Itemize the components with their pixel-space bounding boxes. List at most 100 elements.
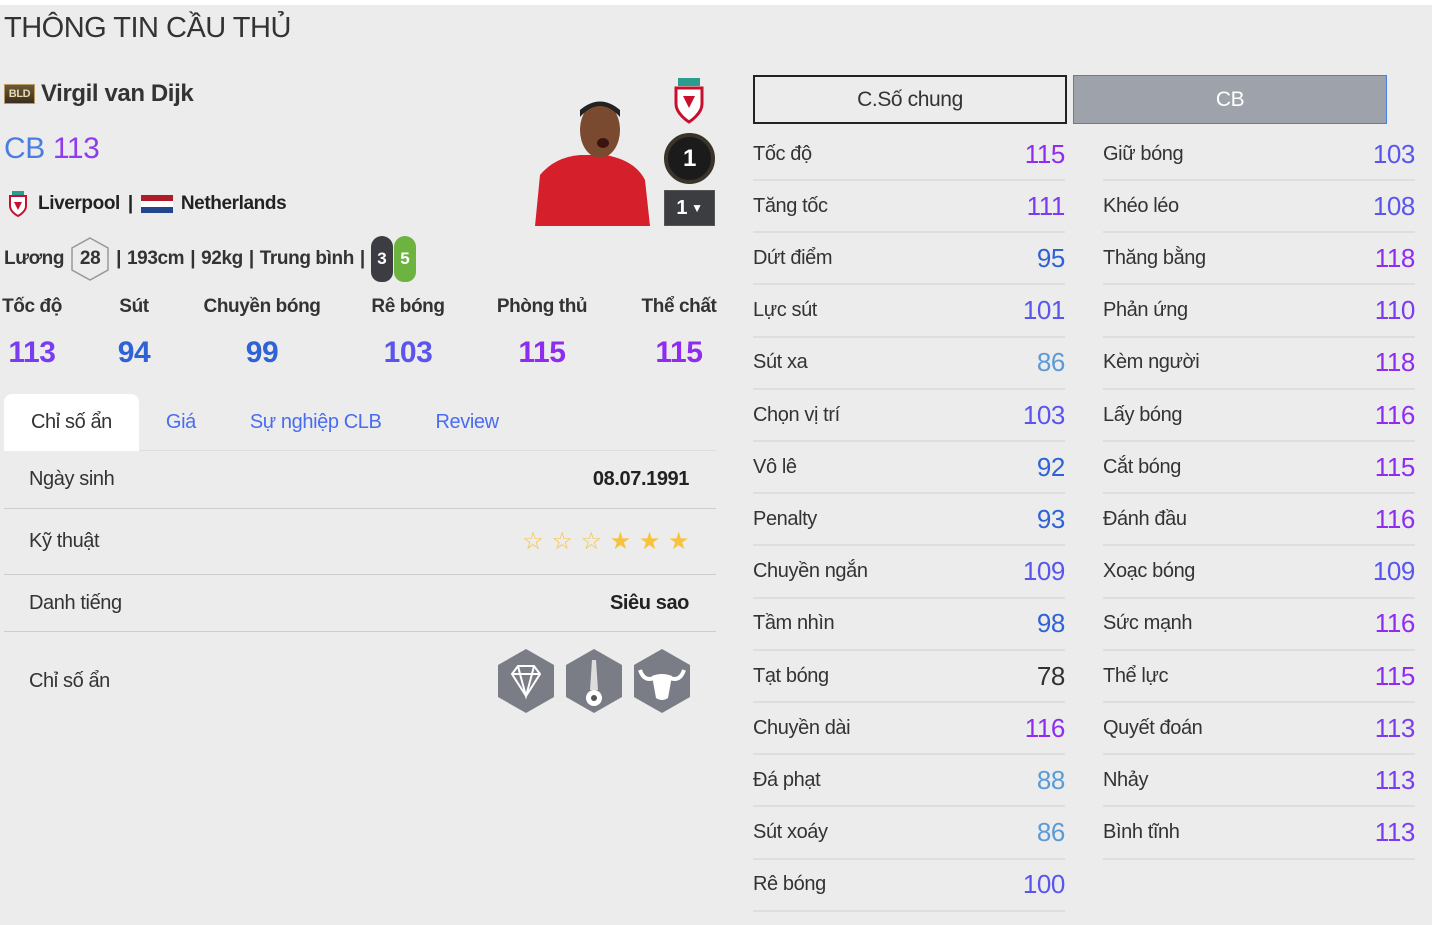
stat-label: Rê bóng bbox=[753, 873, 826, 896]
stat-row: Lực sút 101 bbox=[753, 286, 1065, 338]
fame-value: Siêu sao bbox=[609, 591, 689, 614]
main-stat-value: 99 bbox=[245, 336, 279, 369]
position-stats-button[interactable]: CB bbox=[1073, 75, 1387, 124]
stat-value: 93 bbox=[1036, 503, 1066, 534]
general-stats-button[interactable]: C.Số chung bbox=[753, 75, 1067, 124]
weight: 92kg bbox=[201, 248, 243, 269]
stat-label: Dứt điểm bbox=[753, 246, 833, 269]
stat-label: Vô lê bbox=[753, 455, 797, 478]
stat-value: 118 bbox=[1374, 242, 1416, 273]
stat-value: 108 bbox=[1372, 190, 1416, 221]
tab-review[interactable]: Review bbox=[435, 411, 499, 433]
stat-label: Tạt bóng bbox=[753, 664, 829, 687]
stat-value: 100 bbox=[1022, 869, 1066, 900]
stat-row: Vô lê 92 bbox=[753, 442, 1066, 495]
stat-value: 86 bbox=[1036, 347, 1066, 378]
stat-label: Thăng bằng bbox=[1103, 246, 1206, 269]
stat-row: Bình tĩnh 113 bbox=[1103, 808, 1415, 860]
ovr: 113 bbox=[52, 132, 100, 165]
stat-row: Sút xoáy 86 bbox=[753, 808, 1065, 860]
stat-row: Chuyền ngắn 109 bbox=[753, 547, 1065, 599]
weak-foot-icon: 3 bbox=[370, 236, 393, 282]
stat-value: 103 bbox=[1372, 138, 1416, 169]
stat-value: 118 bbox=[1374, 347, 1416, 378]
main-stat-value: 115 bbox=[518, 336, 566, 369]
stat-label: Cắt bóng bbox=[1103, 455, 1181, 478]
club-name[interactable]: Liverpool bbox=[38, 193, 120, 214]
stat-value: 111 bbox=[1026, 190, 1066, 221]
position-ovr: CB 113 bbox=[4, 132, 100, 166]
stat-value: 116 bbox=[1024, 712, 1066, 743]
height: 193cm bbox=[127, 248, 185, 269]
main-stat: Phòng thủ 115 bbox=[472, 296, 612, 370]
stat-row: Penalty 93 bbox=[753, 494, 1066, 547]
stat-label: Sút xa bbox=[753, 351, 808, 374]
stat-row: Tầm nhìn 98 bbox=[753, 599, 1065, 651]
tab-club-career[interactable]: Sự nghiệp CLB bbox=[249, 411, 382, 433]
stat-row: Sút xa 86 bbox=[753, 338, 1065, 390]
stat-row: Thăng bằng 118 bbox=[1103, 233, 1416, 286]
stat-value: 92 bbox=[1036, 451, 1066, 482]
stat-value: 98 bbox=[1036, 608, 1066, 639]
tab-hidden-stats[interactable]: Chỉ số ẩn bbox=[4, 394, 139, 451]
main-stat-label: Thể chất bbox=[641, 296, 717, 317]
stat-value: 109 bbox=[1022, 556, 1066, 587]
main-stat-label: Sút bbox=[119, 296, 149, 317]
traits-row: Chỉ số ẩn bbox=[4, 632, 716, 730]
stat-row: Quyết đoán 113 bbox=[1103, 703, 1415, 756]
stat-row: Tạt bóng 78 bbox=[753, 651, 1065, 703]
main-stat: Sút 94 bbox=[64, 296, 204, 370]
long-shot-trait-icon[interactable] bbox=[564, 648, 624, 714]
upgrade-level-dropdown[interactable]: 1 ▼ bbox=[664, 190, 715, 226]
stat-label: Tầm nhìn bbox=[753, 612, 835, 635]
stat-value: 113 bbox=[1374, 817, 1416, 848]
stat-label: Chọn vị trí bbox=[753, 403, 840, 426]
stat-label: Sức mạnh bbox=[1103, 612, 1193, 635]
main-stat-value: 113 bbox=[8, 336, 56, 369]
star-filled-icon: ★ bbox=[638, 528, 661, 555]
stat-label: Nhảy bbox=[1103, 768, 1149, 791]
birth-date: 08.07.1991 bbox=[592, 468, 690, 490]
player-name-row: BLD Virgil van Dijk bbox=[4, 80, 194, 108]
separator: | bbox=[127, 193, 133, 214]
diamond-trait-icon[interactable] bbox=[496, 648, 556, 714]
stat-row: Tăng tốc 111 bbox=[753, 181, 1066, 234]
salary-badge: 28 bbox=[70, 237, 110, 281]
stat-value: 115 bbox=[1374, 451, 1416, 482]
stat-row: Kèm người 118 bbox=[1103, 338, 1415, 390]
main-stat-value: 115 bbox=[655, 336, 703, 369]
main-stat: Tốc độ 113 bbox=[0, 296, 102, 370]
club-logo-icon bbox=[674, 78, 704, 124]
stat-value: 115 bbox=[1024, 138, 1066, 169]
birth-row: Ngày sinh 08.07.1991 bbox=[4, 451, 716, 509]
stat-row: Thể lực 115 bbox=[1103, 651, 1415, 703]
stat-label: Phản ứng bbox=[1103, 299, 1188, 322]
stat-row: Tốc độ 115 bbox=[753, 129, 1065, 181]
stat-label: Đánh đầu bbox=[1103, 507, 1187, 530]
liverpool-crest-icon bbox=[9, 191, 27, 218]
tab-price[interactable]: Giá bbox=[165, 411, 196, 433]
body-type: Trung bình bbox=[259, 248, 355, 269]
stat-label: Penalty bbox=[753, 507, 817, 530]
stat-label: Tăng tốc bbox=[753, 194, 828, 217]
season-badge: BLD bbox=[4, 84, 35, 104]
stat-label: Lấy bóng bbox=[1103, 403, 1183, 426]
salary-label: Lương bbox=[4, 248, 65, 269]
main-stat-label: Rê bóng bbox=[371, 296, 445, 317]
main-stat-label: Tốc độ bbox=[2, 296, 62, 317]
stat-value: 103 bbox=[1022, 399, 1066, 430]
club-nation: Liverpool | Netherlands bbox=[6, 190, 287, 218]
stat-value: 115 bbox=[1374, 660, 1416, 691]
stat-label: Kèm người bbox=[1103, 351, 1200, 374]
stat-value: 86 bbox=[1036, 817, 1066, 848]
bull-trait-icon[interactable] bbox=[632, 648, 692, 714]
fame-row: Danh tiếng Siêu sao bbox=[4, 575, 716, 632]
stat-label: Lực sút bbox=[753, 299, 817, 322]
skill-stars: ☆ ☆ ☆ ★ ★ ★ bbox=[522, 527, 689, 556]
stat-row: Sức mạnh 116 bbox=[1103, 599, 1415, 651]
stat-row: Đá phạt 88 bbox=[753, 755, 1065, 808]
stat-row: Đánh đầu 116 bbox=[1103, 494, 1415, 547]
nation-name: Netherlands bbox=[180, 193, 287, 214]
stat-value: 113 bbox=[1374, 764, 1416, 795]
stat-row: Chọn vị trí 103 bbox=[753, 390, 1065, 442]
